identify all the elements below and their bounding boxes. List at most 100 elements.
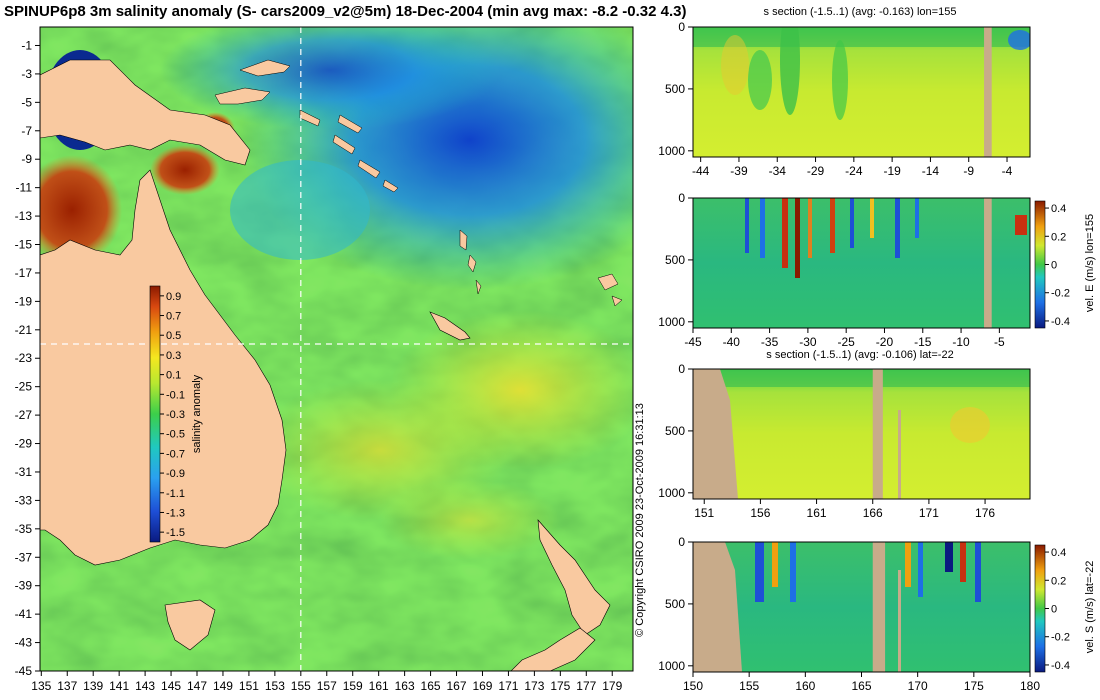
map-y-tick-label: -1 — [21, 38, 32, 52]
section-y-tick-label: 0 — [678, 191, 685, 205]
vel-colorbar-tick-label: -0.4 — [1051, 316, 1070, 328]
vel-e-colorbar: 0.4 0.2 0 -0.2 -0.4 — [1034, 200, 1070, 329]
colorbar-tick-label: 0.5 — [166, 330, 181, 342]
fresh-anomaly-coral-sea — [230, 160, 370, 260]
section-x-tick-label: -34 — [769, 164, 787, 178]
colorbar-tick-label: -1.1 — [166, 488, 185, 500]
section-x-tick-label: -4 — [1002, 164, 1013, 178]
colorbar-tick-label: -0.9 — [166, 468, 185, 480]
land-nz-south — [510, 627, 596, 671]
vel-s-section-panel: 150 155 160 165 170 175 180 0 500 1000 0.4 0.2 0 -0.… — [658, 535, 1096, 693]
map-frame — [39, 26, 634, 672]
map-y-axis: -1 -3 -5 -7 -9 -11 -13 -15 -17 -19 -21 -23 -25 -27 -29… — [15, 38, 40, 678]
section-x-tick-label: 151 — [694, 506, 714, 520]
section-x-tick-label: -29 — [807, 164, 825, 178]
map-x-tick-label: 145 — [161, 679, 181, 693]
vel-colorbar-tick-label: 0.2 — [1051, 575, 1066, 587]
colorbar-tick-label: -0.7 — [166, 448, 185, 460]
section-x-tick-label: -10 — [952, 335, 970, 349]
section-y-tick-label: 500 — [665, 424, 685, 438]
map-x-tick-label: 169 — [472, 679, 492, 693]
vel-colorbar-tick-label: -0.4 — [1051, 660, 1070, 672]
section-x-tick-label: 150 — [683, 679, 703, 693]
land-new-guinea — [40, 59, 251, 166]
section-x-tick-label: -25 — [838, 335, 856, 349]
vel-colorbar-tick-label: 0.4 — [1051, 547, 1066, 559]
map-y-tick-label: -37 — [15, 550, 33, 564]
map-x-tick-label: 151 — [239, 679, 259, 693]
map-y-tick-label: -25 — [15, 380, 33, 394]
section-x-tick-label: -15 — [914, 335, 932, 349]
land-vanuatu — [459, 229, 482, 295]
map-y-tick-label: -33 — [15, 493, 33, 507]
section-x-tick-label: -40 — [723, 335, 741, 349]
land-new-caledonia — [429, 311, 471, 341]
map-x-tick-label: 157 — [317, 679, 337, 693]
section-y-tick-label: 500 — [665, 253, 685, 267]
land-tasmania — [164, 599, 216, 651]
vel-colorbar-tick-label: 0 — [1051, 604, 1057, 616]
map-x-tick-label: 153 — [265, 679, 285, 693]
section-title-lon: s section (-1.5..1) (avg: -0.163) lon=15… — [763, 6, 957, 18]
section-y-tick-label: 1000 — [658, 659, 685, 673]
colorbar-tick-label: -0.1 — [166, 389, 185, 401]
vel-colorbar-tick-label: -0.2 — [1051, 288, 1070, 300]
section-x-tick-label: 160 — [795, 679, 815, 693]
map-x-tick-label: 171 — [498, 679, 518, 693]
section-x-tick-label: -30 — [799, 335, 817, 349]
section-x-tick-label: -5 — [994, 335, 1005, 349]
section-y-tick-label: 0 — [678, 535, 685, 549]
map-y-tick-label: -39 — [15, 579, 33, 593]
map-x-axis: 135 137 139 141 143 145 147 149 151 153 155 157 159 1… — [31, 671, 623, 693]
colorbar-tick-label: 0.1 — [166, 370, 181, 382]
vel-colorbar-tick-label: 0.2 — [1051, 231, 1066, 243]
map-x-tick-label: 173 — [524, 679, 544, 693]
colorbar-tick-label: 0.9 — [166, 291, 181, 303]
map-y-tick-label: -27 — [15, 408, 33, 422]
section-title-lat: s section (-1.5..1) (avg: -0.106) lat=-2… — [766, 349, 954, 361]
vel-e-axis-label: vel. E (m/s) lon=155 — [1084, 214, 1096, 312]
colorbar-tick-label: -1.5 — [166, 527, 185, 539]
map-y-tick-label: -13 — [15, 209, 33, 223]
section-x-tick-label: 155 — [739, 679, 759, 693]
map-panel: 135 137 139 141 143 145 147 149 151 153 155 157 159 1… — [15, 26, 634, 693]
map-x-tick-label: 141 — [109, 679, 129, 693]
section-x-tick-label: -39 — [730, 164, 748, 178]
section-x-tick-label: -9 — [963, 164, 974, 178]
section-x-tick-label: 170 — [908, 679, 928, 693]
map-y-tick-label: -45 — [15, 664, 33, 678]
s-section-lon-panel: -44 -39 -34 -29 -24 -19 -14 -9 -4 0 500 1000 — [658, 20, 1031, 178]
vel-s-axis-label: vel. S (m/s) lat=-22 — [1084, 561, 1096, 654]
section-y-tick-label: 0 — [678, 20, 685, 34]
map-y-tick-label: -11 — [16, 181, 33, 195]
section-y-tick-label: 0 — [678, 362, 685, 376]
section-land-band — [872, 542, 886, 672]
colorbar-tick-label: 0.7 — [166, 311, 181, 323]
map-x-tick-label: 147 — [187, 679, 207, 693]
section-y-tick-label: 1000 — [658, 315, 685, 329]
map-y-tick-label: -21 — [15, 323, 33, 337]
map-x-tick-label: 143 — [135, 679, 155, 693]
colorbar-label: salinity anomaly — [191, 374, 203, 453]
map-x-tick-label: 177 — [576, 679, 596, 693]
map-colorbar: 0.9 0.7 0.5 0.3 0.1 -0.1 -0.3 -0.5 -0.7 -0.9 -1.1 -… — [149, 285, 203, 543]
land-new-britain — [214, 59, 291, 105]
section-x-tick-label: 175 — [964, 679, 984, 693]
land-solomon-islands — [299, 109, 399, 193]
map-y-tick-label: -23 — [15, 351, 33, 365]
colorbar-tick-label: -1.3 — [166, 507, 185, 519]
section-land-band — [984, 27, 992, 157]
section-x-tick-label: -45 — [684, 335, 702, 349]
section-x-tick-label: 180 — [1020, 679, 1040, 693]
map-y-tick-label: -5 — [21, 95, 32, 109]
land-nz-north — [537, 519, 611, 636]
map-x-tick-label: 165 — [421, 679, 441, 693]
section-land-band — [872, 369, 883, 499]
map-x-tick-label: 179 — [602, 679, 622, 693]
map-x-tick-label: 161 — [369, 679, 389, 693]
colorbar-tick-label: -0.5 — [166, 429, 185, 441]
section-y-tick-label: 500 — [665, 82, 685, 96]
map-y-tick-label: -9 — [21, 152, 32, 166]
fresh-anomaly-northwest — [160, 27, 500, 130]
